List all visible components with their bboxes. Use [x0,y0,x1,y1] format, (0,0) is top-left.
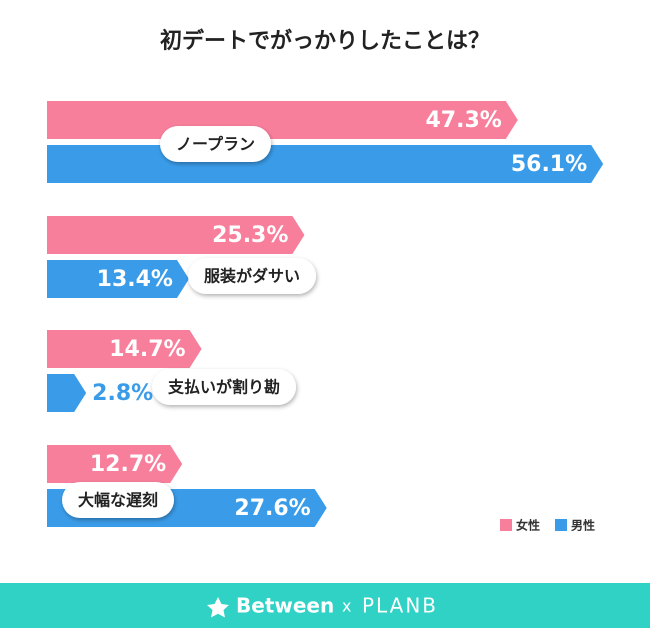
category-pill: 服装がダサい [188,258,317,294]
category-label: 大幅な遅刻 [78,491,158,510]
category-pill: 大幅な遅刻 [62,482,175,518]
value-label: 25.3% [212,223,288,248]
pill-bg [188,258,317,294]
footer-brand: Between [236,594,334,618]
value-label: 2.8% [92,381,153,406]
value-label: 12.7% [90,452,166,477]
chart-title: 初デートでがっかりしたことは？ [160,28,490,54]
footer-partner: PLANB [362,594,438,618]
category-pill: ノープラン [160,126,272,162]
category-label: ノープラン [176,135,255,154]
legend-swatch [555,519,567,531]
value-label: 14.7% [109,337,185,362]
category-label: 支払いが割り勘 [167,378,280,397]
category-label: 服装がダサい [204,267,300,286]
legend-swatch [500,519,512,531]
bar [47,445,183,483]
value-label: 47.3% [425,108,501,133]
value-label: 13.4% [97,267,173,292]
footer-bar [0,583,650,628]
bar [47,374,87,412]
legend-label: 男性 [571,518,595,533]
bar [47,260,189,298]
pill-bg [152,369,297,405]
bar [47,101,518,139]
value-label: 27.6% [234,496,310,521]
legend-label: 女性 [516,518,540,533]
bar [47,216,305,254]
footer-separator: x [342,597,351,616]
pill-bg [160,126,272,162]
pill-bg [62,482,175,518]
bar [47,330,202,368]
category-pill: 支払いが割り勘 [152,369,297,405]
footer-star [207,597,229,618]
value-label: 56.1% [511,152,587,177]
